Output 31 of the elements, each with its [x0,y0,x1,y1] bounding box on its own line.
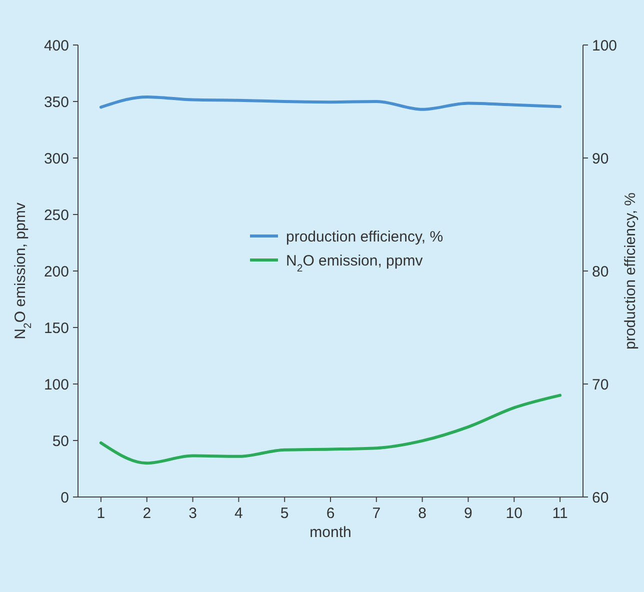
x-tick-label: 11 [552,505,568,522]
x-tick-label: 7 [372,505,381,522]
y2-tick-label: 100 [592,37,618,54]
x-tick-label: 10 [506,505,522,522]
y-tick-label: 400 [44,37,69,54]
y-tick-label: 0 [60,489,69,506]
x-tick-label: 9 [464,505,472,522]
y2-tick-label: 60 [592,489,609,506]
x-tick-label: 5 [280,505,289,522]
legend-label: N$_{2}$O emission, ppmv [286,252,424,274]
y-tick-label: 350 [44,94,69,111]
y-tick-label: 250 [44,206,69,224]
x-tick-label: 3 [188,505,197,522]
x-axis-title: month [310,524,352,541]
x-tick-label: 8 [418,505,426,522]
x-tick-label: 1 [96,505,106,522]
legend-label: production efficiency, % [286,228,444,246]
line-series [99,95,562,111]
y-tick-label: 150 [44,320,69,337]
y2-tick-label: 80 [592,263,609,280]
line-series [99,394,562,465]
y-tick-label: 50 [52,432,69,450]
y-tick-label: 100 [44,376,69,394]
y2-axis-title: production efficiency, % [622,192,639,350]
y-tick-label: 200 [44,263,69,280]
x-tick-label: 2 [142,505,152,522]
y2-tick-label: 70 [592,376,609,394]
x-tick-label: 4 [234,505,243,522]
y-tick-label: 300 [44,150,69,168]
y2-tick-label: 90 [592,150,609,168]
x-tick-label: 6 [326,505,335,522]
